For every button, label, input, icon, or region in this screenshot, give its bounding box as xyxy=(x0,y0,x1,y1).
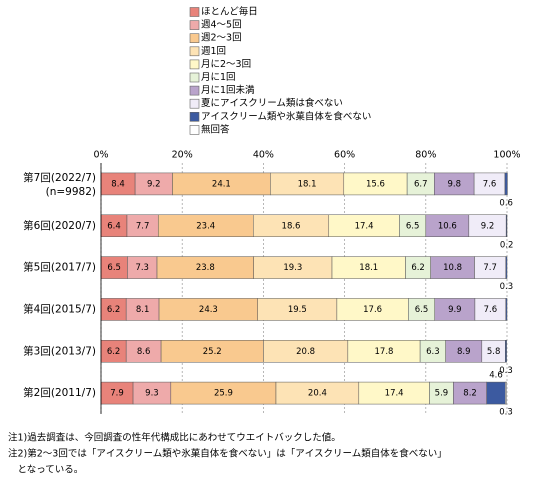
value-label: 17.4 xyxy=(385,389,404,399)
value-label: 0.3 xyxy=(500,282,514,292)
value-label: 19.5 xyxy=(288,305,307,315)
value-label: 0.2 xyxy=(500,240,514,250)
legend-label: 月に2～3回 xyxy=(201,59,251,70)
value-label: 18.6 xyxy=(282,221,301,231)
bar-segment xyxy=(505,340,507,363)
value-label: 6.5 xyxy=(406,221,420,231)
legend-swatch xyxy=(189,7,200,17)
value-label: 6.7 xyxy=(414,179,428,189)
x-tick-label: 100% xyxy=(493,150,520,161)
value-label: 7.3 xyxy=(135,263,149,273)
value-label: 25.9 xyxy=(214,389,233,399)
value-label: 19.3 xyxy=(283,263,302,273)
note: となっている。 xyxy=(8,465,83,476)
value-label: 7.6 xyxy=(483,179,497,189)
category-label: 第2回(2011/7) xyxy=(23,386,96,399)
value-label: 17.6 xyxy=(363,305,382,315)
value-label: 6.2 xyxy=(107,347,121,357)
legend-label: アイスクリーム類や氷菓自体を食べない xyxy=(201,110,371,122)
value-label: 5.9 xyxy=(435,389,449,399)
note: 注1)過去調査は、今回調査の性年代構成比にあわせてウエイトバックした値。 xyxy=(8,432,341,444)
x-tick-label: 80% xyxy=(415,150,436,161)
value-label: 4.6 xyxy=(489,371,503,381)
category-label: 第3回(2013/7) xyxy=(23,344,96,357)
category-label: 第6回(2020/7) xyxy=(23,219,96,232)
value-label: 18.1 xyxy=(359,263,378,273)
value-label: 9.9 xyxy=(448,305,462,315)
value-label: 9.3 xyxy=(145,389,159,399)
note: 注2)第2～3回では「アイスクリーム類や氷菓自体を食べない」は「アイスクリーム類… xyxy=(8,448,447,460)
x-tick-label: 20% xyxy=(172,150,193,161)
legend-swatch xyxy=(189,85,200,96)
value-label: 6.3 xyxy=(426,347,440,357)
value-label: 17.8 xyxy=(375,347,394,357)
category-label: 第5回(2017/7) xyxy=(23,261,96,274)
value-label: 8.2 xyxy=(463,389,477,399)
x-tick-label: 40% xyxy=(253,150,274,161)
category-label: 第7回(2022/7) xyxy=(23,171,96,184)
legend-swatch xyxy=(189,98,200,109)
value-label: 7.6 xyxy=(484,305,498,315)
value-label: 24.3 xyxy=(199,305,218,315)
category-sublabel: (n=9982) xyxy=(46,186,96,198)
value-label: 0.3 xyxy=(499,408,513,418)
value-label: 6.5 xyxy=(415,305,429,315)
legend-label: ほとんど毎日 xyxy=(201,6,258,18)
legend-label: 週2～3回 xyxy=(201,32,242,44)
value-label: 23.8 xyxy=(196,263,215,273)
bar-segment xyxy=(505,256,508,279)
x-tick-label: 60% xyxy=(334,150,355,161)
value-label: 0.6 xyxy=(499,198,513,208)
legend-swatch xyxy=(189,33,200,44)
value-label: 6.2 xyxy=(411,263,425,273)
value-label: 20.4 xyxy=(308,389,327,399)
value-label: 10.6 xyxy=(438,221,457,231)
legend-swatch xyxy=(189,72,200,83)
legend-label: 週4～5回 xyxy=(201,19,242,31)
legend-label: 無回答 xyxy=(201,123,230,135)
value-label: 20.8 xyxy=(296,347,315,357)
value-label: 0.3 xyxy=(499,366,513,376)
value-label: 7.7 xyxy=(136,221,150,231)
bar-segment xyxy=(505,214,508,237)
bar-segment xyxy=(505,298,508,321)
legend-label: 月に1回未満 xyxy=(201,84,255,96)
value-label: 25.2 xyxy=(203,347,222,357)
value-label: 9.2 xyxy=(147,179,161,189)
bar-segment xyxy=(504,172,508,196)
legend-swatch xyxy=(189,59,200,70)
value-label: 15.6 xyxy=(366,179,385,189)
x-tick-label: 0% xyxy=(93,150,108,161)
value-label: 7.7 xyxy=(483,263,497,273)
value-label: 7.9 xyxy=(110,389,124,399)
value-label: 24.1 xyxy=(212,179,231,189)
legend-label: 月に1回 xyxy=(201,72,236,83)
category-label: 第4回(2015/7) xyxy=(23,302,96,315)
value-label: 8.9 xyxy=(457,347,471,357)
value-label: 5.8 xyxy=(487,347,501,357)
legend-swatch xyxy=(189,46,200,57)
value-label: 9.8 xyxy=(447,179,461,189)
bar-segment xyxy=(486,381,506,405)
legend-swatch xyxy=(189,125,200,135)
value-label: 18.1 xyxy=(298,179,317,189)
value-label: 8.6 xyxy=(137,347,151,357)
legend-label: 夏にアイスクリーム類は食べない xyxy=(201,97,343,109)
value-label: 6.2 xyxy=(107,305,121,315)
legend-swatch xyxy=(189,20,200,30)
value-label: 10.8 xyxy=(443,263,462,273)
bar-segment xyxy=(505,381,507,405)
value-label: 17.4 xyxy=(355,221,374,231)
value-label: 9.2 xyxy=(481,221,495,231)
value-label: 8.1 xyxy=(136,305,150,315)
value-label: 6.5 xyxy=(107,263,121,273)
value-label: 8.4 xyxy=(111,179,125,189)
value-label: 23.4 xyxy=(196,221,215,231)
value-label: 6.4 xyxy=(107,221,121,231)
legend-label: 週1回 xyxy=(201,45,226,57)
legend-swatch xyxy=(189,112,200,122)
